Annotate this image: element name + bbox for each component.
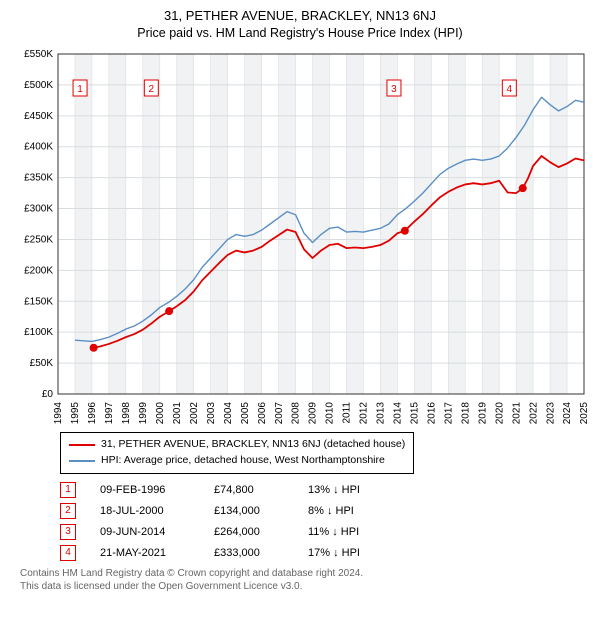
sales-pct: 13% ↓ HPI [308,484,398,496]
svg-text:2009: 2009 [308,402,319,425]
chart: £0 £50K £100K £150K £200K £250K £300K £350K £400… [10,46,590,426]
svg-text:2021: 2021 [511,402,522,425]
sales-row: 3 09-JUN-2014 £264,000 11% ↓ HPI [60,524,590,540]
svg-text:£150K: £150K [24,296,53,307]
svg-text:4: 4 [507,84,513,95]
svg-text:1995: 1995 [70,402,81,425]
title-block: 31, PETHER AVENUE, BRACKLEY, NN13 6NJ Pr… [10,8,590,40]
svg-text:2010: 2010 [325,402,336,425]
svg-text:1: 1 [77,84,83,95]
sales-price: £264,000 [214,526,284,538]
svg-text:2020: 2020 [494,402,505,425]
legend-label: 31, PETHER AVENUE, BRACKLEY, NN13 6NJ (d… [101,437,405,453]
svg-text:1998: 1998 [121,402,132,425]
svg-text:1999: 1999 [138,402,149,425]
sales-date: 09-JUN-2014 [100,526,190,538]
svg-text:2013: 2013 [376,402,387,425]
svg-text:2004: 2004 [223,402,234,425]
svg-text:2000: 2000 [155,402,166,425]
sales-date: 18-JUL-2000 [100,505,190,517]
svg-text:2001: 2001 [172,402,183,425]
svg-text:2007: 2007 [274,402,285,425]
chart-svg: £0 £50K £100K £150K £200K £250K £300K £350K £400… [10,46,590,426]
footer-line-2: This data is licensed under the Open Gov… [20,580,590,594]
footer-line-1: Contains HM Land Registry data © Crown c… [20,567,590,581]
legend-row: HPI: Average price, detached house, West… [69,453,405,469]
sales-row: 2 18-JUL-2000 £134,000 8% ↓ HPI [60,503,590,519]
svg-text:£100K: £100K [24,327,53,338]
svg-text:£450K: £450K [24,111,53,122]
sales-pct: 17% ↓ HPI [308,547,398,559]
svg-text:£550K: £550K [24,49,53,60]
svg-text:£50K: £50K [30,358,54,369]
sales-date: 09-FEB-1996 [100,484,190,496]
sales-badge: 2 [60,503,76,519]
chart-subtitle: Price paid vs. HM Land Registry's House … [10,26,590,40]
svg-text:2012: 2012 [359,402,370,425]
svg-text:1994: 1994 [53,402,64,425]
svg-text:2016: 2016 [426,402,437,425]
svg-text:2: 2 [149,84,155,95]
svg-text:2002: 2002 [189,402,200,425]
svg-text:2008: 2008 [291,402,302,425]
svg-text:2025: 2025 [579,402,590,425]
svg-text:£400K: £400K [24,142,53,153]
sales-pct: 8% ↓ HPI [308,505,398,517]
sales-badge: 1 [60,482,76,498]
legend-row: 31, PETHER AVENUE, BRACKLEY, NN13 6NJ (d… [69,437,405,453]
svg-text:2011: 2011 [342,402,353,424]
svg-text:£350K: £350K [24,173,53,184]
legend-swatch [69,460,95,462]
sales-pct: 11% ↓ HPI [308,526,398,538]
svg-text:3: 3 [391,84,397,95]
chart-title-address: 31, PETHER AVENUE, BRACKLEY, NN13 6NJ [10,8,590,23]
svg-text:£0: £0 [42,389,54,400]
legend: 31, PETHER AVENUE, BRACKLEY, NN13 6NJ (d… [60,432,414,474]
svg-text:2005: 2005 [240,402,251,425]
svg-text:1996: 1996 [87,402,98,425]
svg-text:£200K: £200K [24,265,53,276]
svg-text:£300K: £300K [24,204,53,215]
svg-text:2017: 2017 [443,402,454,425]
svg-text:2019: 2019 [477,402,488,425]
footer: Contains HM Land Registry data © Crown c… [20,567,590,594]
page-root: 31, PETHER AVENUE, BRACKLEY, NN13 6NJ Pr… [0,0,600,602]
sales-price: £333,000 [214,547,284,559]
svg-text:2024: 2024 [562,402,573,425]
svg-text:2018: 2018 [460,402,471,425]
sales-row: 1 09-FEB-1996 £74,800 13% ↓ HPI [60,482,590,498]
svg-text:2006: 2006 [257,402,268,425]
svg-text:2022: 2022 [528,402,539,425]
sales-price: £134,000 [214,505,284,517]
legend-swatch [69,444,95,446]
svg-text:2014: 2014 [393,402,404,425]
sales-badge: 3 [60,524,76,540]
sales-table: 1 09-FEB-1996 £74,800 13% ↓ HPI 2 18-JUL-2000… [60,482,590,561]
sales-date: 21-MAY-2021 [100,547,190,559]
svg-text:2015: 2015 [410,402,421,425]
sales-price: £74,800 [214,484,284,496]
legend-label: HPI: Average price, detached house, West… [101,453,385,469]
svg-text:£500K: £500K [24,80,53,91]
svg-text:£250K: £250K [24,234,53,245]
svg-text:2023: 2023 [545,402,556,425]
sales-badge: 4 [60,545,76,561]
svg-text:1997: 1997 [104,402,115,425]
svg-text:2003: 2003 [206,402,217,425]
sales-row: 4 21-MAY-2021 £333,000 17% ↓ HPI [60,545,590,561]
